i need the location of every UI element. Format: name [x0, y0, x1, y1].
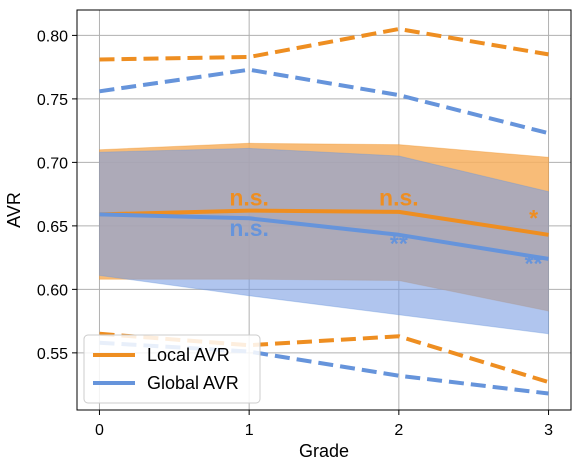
y-axis-label: AVR — [4, 192, 24, 228]
dashed-upper-0 — [99, 26, 549, 62]
tick-label-y-4: 0.75 — [37, 92, 68, 109]
tick-label-y-1: 0.60 — [37, 282, 68, 299]
mean-lines — [99, 208, 549, 261]
legend: Local AVR Global AVR — [83, 334, 261, 404]
x-axis-label: Grade — [299, 441, 349, 461]
mean-line-0 — [99, 208, 549, 237]
tick-label-y-2: 0.65 — [37, 219, 68, 236]
tick-label-x-1: 1 — [245, 422, 254, 439]
tick-label-y-5: 0.80 — [37, 28, 68, 45]
plot-frame — [76, 9, 572, 411]
annotation-2: n.s. — [379, 185, 419, 211]
mean-line-1 — [99, 212, 549, 261]
tick-label-y-0: 0.55 — [37, 346, 68, 363]
band-1 — [99, 147, 549, 335]
tick-label-x-3: 3 — [544, 422, 553, 439]
axis-ticks: 0 1 2 3 0.55 0.60 0.65 0.70 0.75 0.80 — [37, 28, 553, 439]
dashed-upper-1 — [99, 67, 549, 136]
annotation-1: n.s. — [229, 215, 269, 241]
legend-box — [83, 334, 261, 404]
significance-annotations: n.s.n.s.n.s.***** — [229, 185, 542, 277]
legend-label-global-avr: Global AVR — [147, 373, 239, 393]
annotation-4: * — [529, 205, 538, 231]
tick-label-x-0: 0 — [95, 422, 104, 439]
tick-label-y-3: 0.70 — [37, 155, 68, 172]
annotation-0: n.s. — [229, 185, 269, 211]
tick-label-x-2: 2 — [394, 422, 403, 439]
annotation-5: ** — [525, 251, 543, 277]
confidence-bands — [99, 142, 549, 335]
annotation-3: ** — [390, 230, 408, 256]
legend-label-local-avr: Local AVR — [147, 345, 230, 365]
